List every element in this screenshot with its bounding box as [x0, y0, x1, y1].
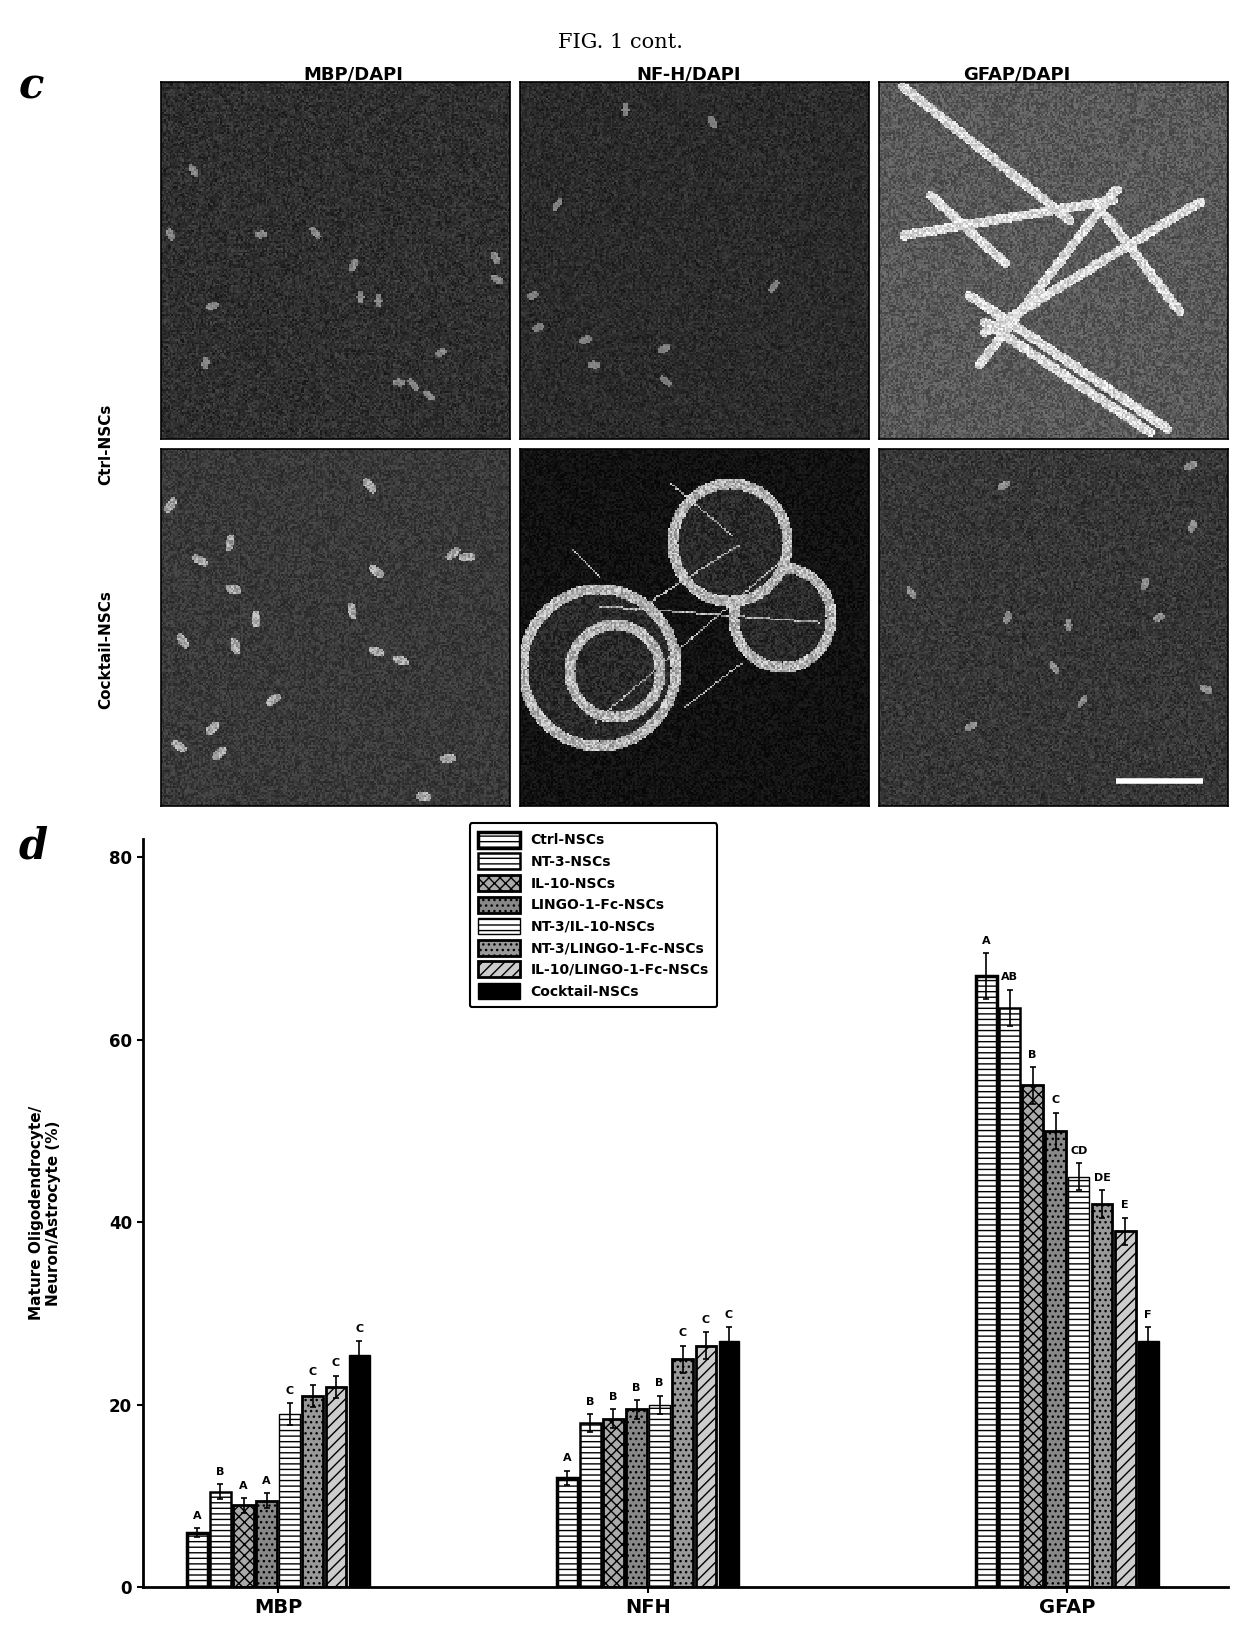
Bar: [279, 1415, 300, 1587]
Text: NF-H/DAPI: NF-H/DAPI: [636, 66, 740, 84]
Text: FIG. 1 cont.: FIG. 1 cont.: [558, 33, 682, 53]
Bar: [672, 1359, 693, 1587]
Bar: [187, 1533, 208, 1587]
Text: AB: AB: [1001, 972, 1018, 982]
Text: C: C: [309, 1367, 317, 1377]
Bar: [233, 1505, 254, 1587]
Text: d: d: [19, 826, 47, 869]
Bar: [1045, 1132, 1066, 1587]
Text: C: C: [702, 1314, 711, 1324]
Text: C: C: [725, 1309, 733, 1319]
Text: B: B: [216, 1467, 224, 1477]
Text: B: B: [656, 1379, 663, 1388]
Text: C: C: [285, 1385, 294, 1395]
Text: F: F: [1145, 1309, 1152, 1319]
Text: E: E: [1121, 1201, 1128, 1211]
Text: B: B: [1028, 1050, 1037, 1059]
Bar: [557, 1477, 578, 1587]
Legend: Ctrl-NSCs, NT-3-NSCs, IL-10-NSCs, LINGO-1-Fc-NSCs, NT-3/IL-10-NSCs, NT-3/LINGO-1: Ctrl-NSCs, NT-3-NSCs, IL-10-NSCs, LINGO-…: [470, 824, 717, 1007]
Bar: [1138, 1341, 1158, 1587]
Bar: [999, 1008, 1021, 1587]
Text: Ctrl-NSCs: Ctrl-NSCs: [98, 403, 113, 485]
Text: A: A: [263, 1476, 272, 1485]
Text: A: A: [563, 1453, 572, 1464]
Bar: [326, 1387, 346, 1587]
Text: A: A: [239, 1480, 248, 1490]
Text: GFAP/DAPI: GFAP/DAPI: [963, 66, 1070, 84]
Text: Cocktail-NSCs: Cocktail-NSCs: [98, 591, 113, 709]
Y-axis label: Mature Oligodendrocyte/
Neuron/Astrocyte (%): Mature Oligodendrocyte/ Neuron/Astrocyte…: [29, 1105, 61, 1321]
Bar: [626, 1410, 647, 1587]
Text: MBP/DAPI: MBP/DAPI: [304, 66, 403, 84]
Bar: [1091, 1204, 1112, 1587]
Bar: [719, 1341, 739, 1587]
Text: A: A: [982, 936, 991, 946]
Bar: [603, 1418, 624, 1587]
Text: C: C: [1052, 1096, 1060, 1105]
Bar: [1022, 1086, 1043, 1587]
Text: C: C: [332, 1359, 340, 1369]
Text: CD: CD: [1070, 1145, 1087, 1156]
Bar: [257, 1500, 277, 1587]
Bar: [1115, 1232, 1136, 1587]
Text: C: C: [355, 1324, 363, 1334]
Bar: [348, 1355, 370, 1587]
Bar: [650, 1405, 670, 1587]
Text: B: B: [632, 1383, 641, 1393]
Text: C: C: [678, 1328, 687, 1339]
Text: B: B: [609, 1392, 618, 1402]
Bar: [1069, 1176, 1089, 1587]
Text: DE: DE: [1094, 1173, 1111, 1183]
Bar: [210, 1492, 231, 1587]
Bar: [303, 1395, 324, 1587]
Text: B: B: [587, 1397, 594, 1406]
Bar: [976, 975, 997, 1587]
Bar: [580, 1423, 600, 1587]
Text: c: c: [19, 66, 43, 109]
Text: A: A: [193, 1510, 202, 1520]
Bar: [696, 1346, 717, 1587]
